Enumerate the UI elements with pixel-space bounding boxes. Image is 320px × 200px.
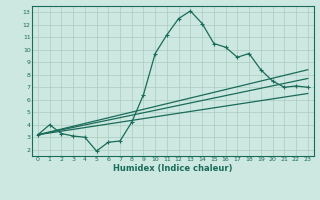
X-axis label: Humidex (Indice chaleur): Humidex (Indice chaleur) <box>113 164 233 173</box>
